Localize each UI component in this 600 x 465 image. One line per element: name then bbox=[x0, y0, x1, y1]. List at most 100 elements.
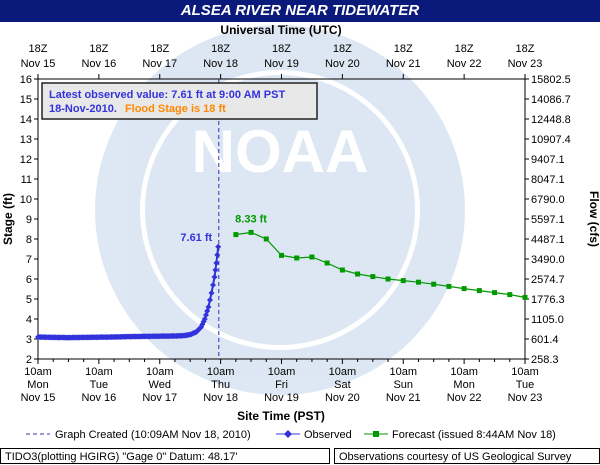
y-tick-label: 12 bbox=[20, 154, 32, 166]
y2-tick-label: 12448.8 bbox=[531, 114, 571, 126]
y2-tick-label: 15802.5 bbox=[531, 74, 571, 86]
y-tick-label: 9 bbox=[26, 214, 32, 226]
forecast-point bbox=[324, 260, 330, 266]
x-tick-label: 10am bbox=[85, 366, 113, 378]
y-tick-label: 5 bbox=[26, 294, 32, 306]
y-tick-label: 13 bbox=[20, 134, 32, 146]
forecast-point bbox=[446, 283, 452, 289]
forecast-point bbox=[355, 271, 361, 277]
series-layer: 7.61 ft 8.33 ft bbox=[35, 213, 528, 341]
forecast-point bbox=[476, 288, 482, 294]
top-tick-label: 18Z bbox=[211, 43, 230, 55]
y2-tick-label: 14086.7 bbox=[531, 94, 571, 106]
footer-credit: Observations courtesy of US Geological S… bbox=[334, 448, 600, 464]
y2-tick-label: 6790.0 bbox=[531, 194, 565, 206]
x-tick-label: Nov 18 bbox=[203, 392, 238, 404]
y-tick-label: 11 bbox=[21, 174, 32, 186]
top-tick-label: Nov 23 bbox=[508, 58, 543, 70]
top-tick-label: Nov 22 bbox=[447, 58, 482, 70]
forecast-point bbox=[522, 294, 528, 300]
observed-point bbox=[211, 274, 218, 280]
y-tick-label: 4 bbox=[26, 314, 32, 326]
right-axis-label: Flow (cfs) bbox=[587, 191, 600, 247]
x-tick-label: Sun bbox=[393, 379, 413, 391]
x-tick-label: Nov 20 bbox=[325, 392, 360, 404]
watermark-text: NOAA bbox=[192, 118, 369, 185]
top-tick-label: 18Z bbox=[394, 43, 413, 55]
y-tick-label: 15 bbox=[20, 94, 32, 106]
info-box: Latest observed value: 7.61 ft at 9:00 A… bbox=[41, 82, 318, 120]
forecast-point bbox=[370, 274, 376, 280]
x-tick-label: Nov 17 bbox=[142, 392, 177, 404]
forecast-point bbox=[279, 252, 284, 258]
observed-point bbox=[215, 243, 222, 250]
forecast-line bbox=[235, 231, 526, 298]
info-line-2-flood: Flood Stage is 18 ft bbox=[125, 103, 226, 115]
top-tick-label: Nov 21 bbox=[386, 58, 421, 70]
axis-tick-labels: 2 258.3 3 601.4 4 1105.0 5 1776.3 6 2574.7 7 3490.0… bbox=[20, 43, 571, 404]
y-tick-label: 10 bbox=[20, 194, 32, 206]
x-tick-label: 10am bbox=[329, 366, 357, 378]
noaa-watermark-icon: NOAA bbox=[95, 25, 465, 395]
top-tick-label: Nov 19 bbox=[264, 58, 299, 70]
top-tick-label: Nov 15 bbox=[21, 58, 56, 70]
legend-graph-created: Graph Created (10:09AM Nov 18, 2010) bbox=[55, 429, 251, 441]
forecast-point bbox=[294, 255, 300, 261]
y-tick-label: 3 bbox=[26, 334, 32, 346]
y2-tick-label: 4487.1 bbox=[531, 234, 565, 246]
forecast-peak-label: 8.33 ft bbox=[235, 213, 267, 225]
left-axis-label: Stage (ft) bbox=[1, 193, 15, 245]
forecast-point bbox=[248, 229, 254, 235]
forecast-point bbox=[492, 290, 498, 296]
observed-point bbox=[205, 304, 212, 310]
observed-peak-label: 7.61 ft bbox=[180, 232, 212, 244]
observed-point bbox=[213, 260, 220, 266]
x-tick-label: 10am bbox=[24, 366, 52, 378]
legend: Graph Created (10:09AM Nov 18, 2010) Obs… bbox=[26, 429, 556, 441]
y2-tick-label: 1105.0 bbox=[531, 314, 564, 326]
y-tick-label: 7 bbox=[26, 254, 32, 266]
forecast-point bbox=[400, 278, 406, 284]
forecast-point bbox=[507, 292, 513, 298]
top-tick-label: 18Z bbox=[29, 43, 48, 55]
x-tick-label: Mon bbox=[27, 379, 48, 391]
x-tick-label: Tue bbox=[516, 379, 535, 391]
top-tick-label: Nov 16 bbox=[81, 58, 116, 70]
x-tick-label: Tue bbox=[90, 379, 109, 391]
observed-marker-icon bbox=[284, 430, 292, 438]
y-tick-label: 16 bbox=[20, 74, 32, 86]
legend-forecast: Forecast (issued 8:44AM Nov 18) bbox=[392, 429, 556, 441]
x-tick-label: Wed bbox=[149, 379, 171, 391]
top-tick-label: 18Z bbox=[516, 43, 535, 55]
x-tick-label: Fri bbox=[275, 379, 288, 391]
x-tick-label: Nov 21 bbox=[386, 392, 421, 404]
top-tick-label: 18Z bbox=[333, 43, 352, 55]
x-tick-label: 10am bbox=[389, 366, 417, 378]
x-tick-label: Mon bbox=[453, 379, 474, 391]
top-tick-label: 18Z bbox=[272, 43, 291, 55]
bottom-axis-label: Site Time (PST) bbox=[237, 409, 325, 423]
y2-tick-label: 5597.1 bbox=[531, 214, 565, 226]
x-tick-label: 10am bbox=[268, 366, 296, 378]
top-tick-label: 18Z bbox=[89, 43, 108, 55]
top-tick-label: 18Z bbox=[455, 43, 474, 55]
footer-datum: TIDO3(plotting HGIRG) "Gage 0" Datum: 48… bbox=[0, 448, 330, 464]
info-line-1: Latest observed value: 7.61 ft at 9:00 A… bbox=[49, 89, 285, 101]
forecast-point bbox=[415, 279, 421, 285]
forecast-point bbox=[263, 236, 269, 242]
svg-text:18-Nov-2010. Flood Stage: 18-Nov-2010. Flood Stage is 18 ft bbox=[49, 103, 226, 115]
top-tick-label: Nov 18 bbox=[203, 58, 238, 70]
x-tick-label: 10am bbox=[511, 366, 539, 378]
x-tick-label: 10am bbox=[207, 366, 235, 378]
forecast-point bbox=[339, 267, 345, 273]
y2-tick-label: 3490.0 bbox=[531, 254, 565, 266]
y2-tick-label: 258.3 bbox=[531, 354, 559, 366]
y2-tick-label: 8047.1 bbox=[531, 174, 565, 186]
y2-tick-label: 601.4 bbox=[531, 334, 559, 346]
top-tick-label: 18Z bbox=[150, 43, 169, 55]
x-tick-label: Nov 23 bbox=[508, 392, 543, 404]
x-tick-label: Nov 19 bbox=[264, 392, 299, 404]
y-tick-label: 8 bbox=[26, 234, 32, 246]
chart-title: ALSEA RIVER NEAR TIDEWATER bbox=[0, 0, 600, 22]
observed-point bbox=[208, 290, 215, 296]
